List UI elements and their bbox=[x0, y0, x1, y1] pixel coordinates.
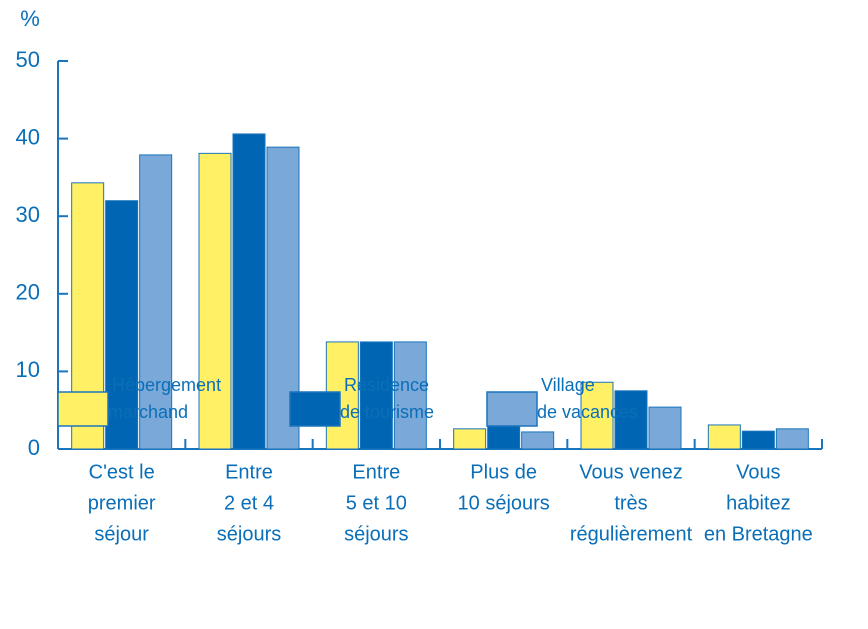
bar bbox=[266, 146, 300, 450]
x-tick-label: premier bbox=[88, 492, 156, 514]
bar bbox=[232, 133, 266, 450]
bar bbox=[139, 154, 173, 450]
legend-label: marchand bbox=[108, 402, 188, 422]
bar bbox=[707, 424, 741, 450]
x-tick-label: Vous bbox=[736, 461, 780, 483]
x-tick-label: très bbox=[614, 492, 647, 514]
x-tick-label: 10 séjours bbox=[458, 492, 550, 514]
y-tick-label: 10 bbox=[16, 357, 40, 382]
legend-swatch bbox=[289, 391, 341, 427]
legend-label: Village bbox=[541, 375, 595, 395]
x-tick-label: Entre bbox=[352, 461, 400, 483]
x-tick-label: Vous venez bbox=[579, 461, 682, 483]
x-tick-label: séjours bbox=[217, 523, 281, 545]
legend-swatch bbox=[486, 391, 538, 427]
bar bbox=[521, 431, 555, 450]
y-tick-label: 30 bbox=[16, 202, 40, 227]
x-tick-label: C'est le bbox=[89, 461, 155, 483]
bar bbox=[580, 381, 614, 450]
x-tick-label: Plus de bbox=[470, 461, 537, 483]
bar bbox=[105, 200, 139, 450]
x-tick-label: habitez bbox=[726, 492, 791, 514]
legend-label: Hébergement bbox=[112, 375, 221, 395]
bar bbox=[198, 152, 232, 450]
bar bbox=[648, 406, 682, 450]
bar bbox=[453, 428, 487, 450]
bar bbox=[393, 341, 427, 450]
y-tick-label: 50 bbox=[16, 47, 40, 72]
legend-label: Résidence bbox=[344, 375, 429, 395]
x-tick-label: 5 et 10 bbox=[346, 492, 407, 514]
x-tick-label: Entre bbox=[225, 461, 273, 483]
x-tick-label: séjour bbox=[94, 523, 149, 545]
bar bbox=[614, 390, 648, 450]
legend-label: de vacances bbox=[537, 402, 638, 422]
y-tick-label: 40 bbox=[16, 124, 40, 149]
y-unit: % bbox=[20, 6, 40, 31]
legend-label: de tourisme bbox=[340, 402, 434, 422]
x-tick-label: séjours bbox=[344, 523, 408, 545]
bar bbox=[359, 341, 393, 450]
x-tick-label: en Bretagne bbox=[704, 523, 813, 545]
bar bbox=[775, 428, 809, 450]
x-tick-label: régulièrement bbox=[570, 523, 693, 545]
y-tick-label: 0 bbox=[28, 435, 40, 460]
legend-swatch bbox=[57, 391, 109, 427]
x-tick-label: 2 et 4 bbox=[224, 492, 274, 514]
bar bbox=[741, 430, 775, 450]
y-tick-label: 20 bbox=[16, 280, 40, 305]
